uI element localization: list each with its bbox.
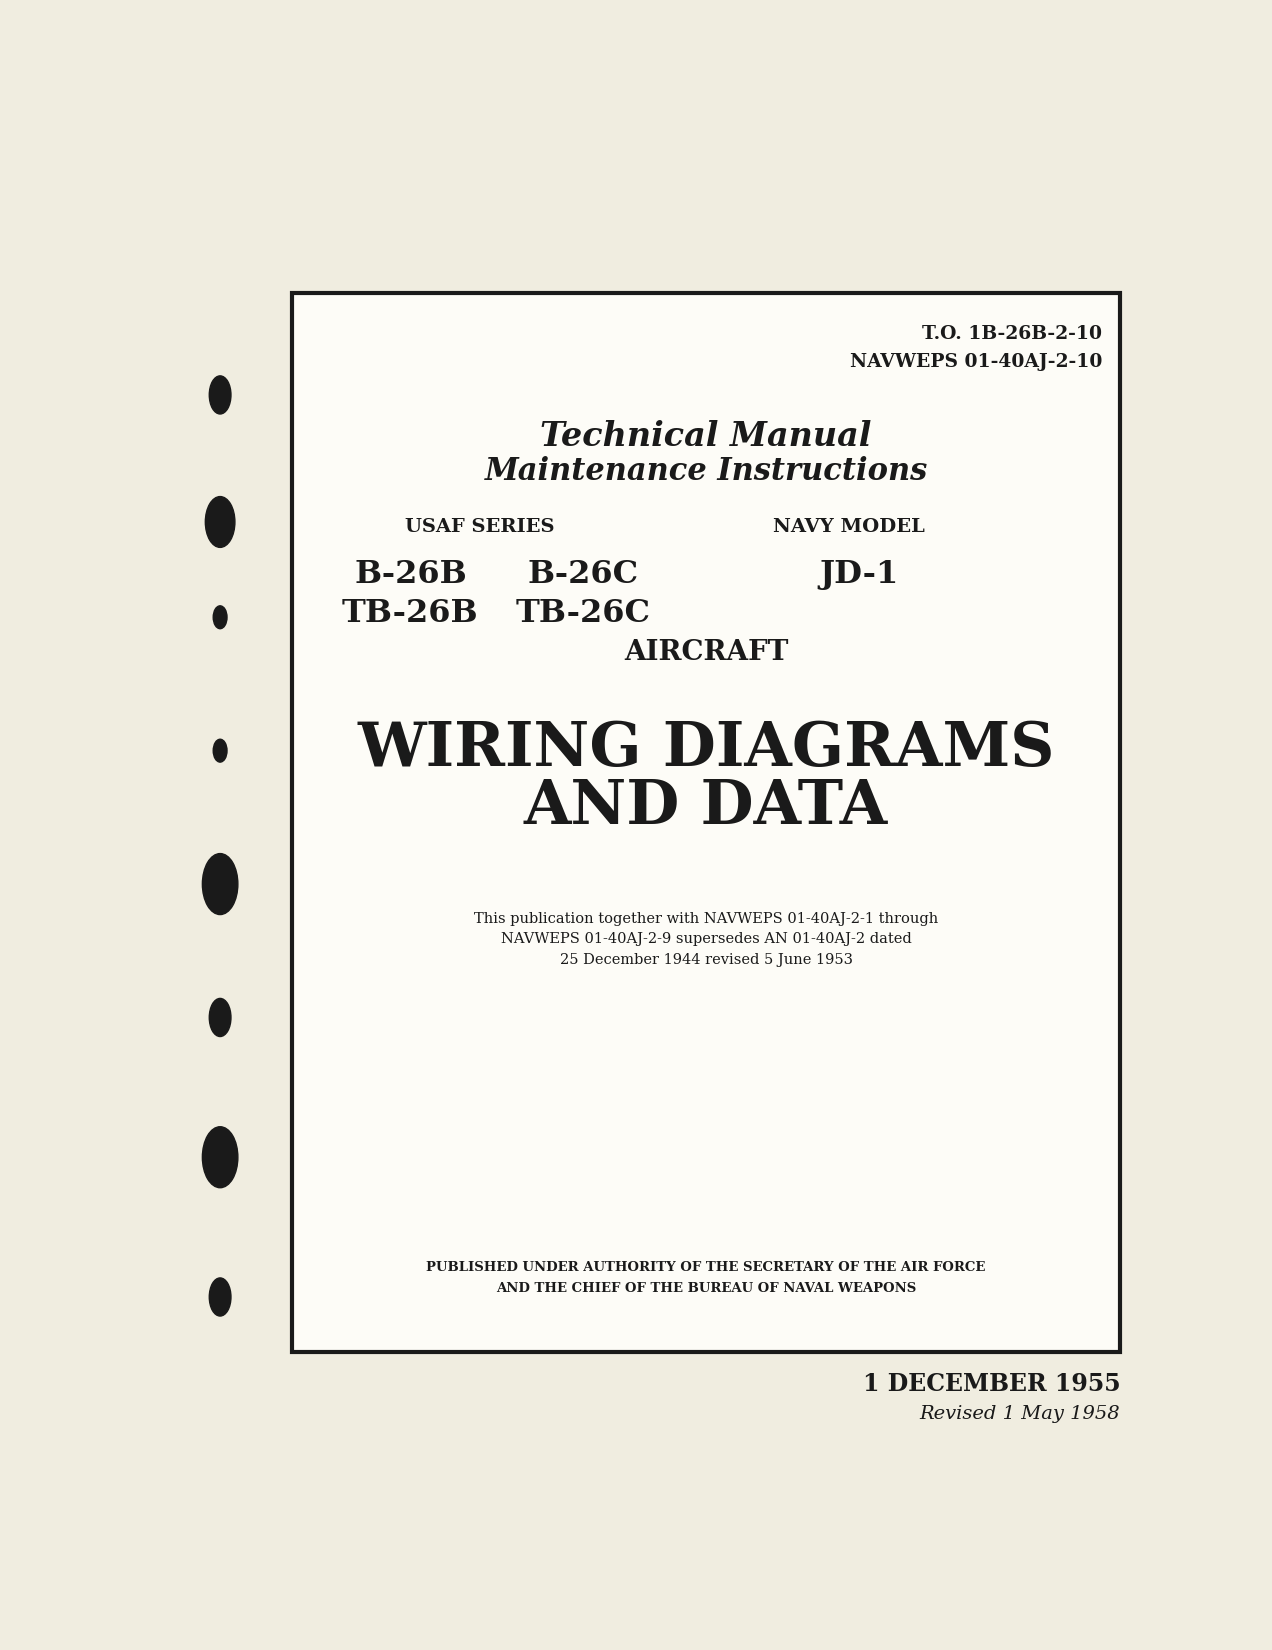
FancyBboxPatch shape <box>293 294 1121 1351</box>
Text: B-26C: B-26C <box>528 559 639 589</box>
Text: Technical Manual: Technical Manual <box>541 421 871 454</box>
Text: NAVY MODEL: NAVY MODEL <box>773 518 925 536</box>
Text: USAF SERIES: USAF SERIES <box>404 518 555 536</box>
Ellipse shape <box>214 739 226 762</box>
Text: AND THE CHIEF OF THE BUREAU OF NAVAL WEAPONS: AND THE CHIEF OF THE BUREAU OF NAVAL WEA… <box>496 1282 916 1295</box>
Text: JD-1: JD-1 <box>819 559 898 589</box>
Ellipse shape <box>214 606 226 629</box>
Ellipse shape <box>210 1277 232 1317</box>
Text: TB-26B: TB-26B <box>342 599 478 629</box>
Text: AND DATA: AND DATA <box>524 777 888 837</box>
Text: PUBLISHED UNDER AUTHORITY OF THE SECRETARY OF THE AIR FORCE: PUBLISHED UNDER AUTHORITY OF THE SECRETA… <box>426 1261 986 1274</box>
Text: Maintenance Instructions: Maintenance Instructions <box>485 455 927 487</box>
Text: WIRING DIAGRAMS: WIRING DIAGRAMS <box>357 719 1054 779</box>
Text: T.O. 1B-26B-2-10: T.O. 1B-26B-2-10 <box>922 325 1103 343</box>
Ellipse shape <box>202 853 238 914</box>
Ellipse shape <box>202 1127 238 1188</box>
Ellipse shape <box>205 497 235 548</box>
Text: AIRCRAFT: AIRCRAFT <box>625 639 789 667</box>
Ellipse shape <box>210 376 232 414</box>
Ellipse shape <box>210 998 232 1036</box>
Text: 25 December 1944 revised 5 June 1953: 25 December 1944 revised 5 June 1953 <box>560 952 852 967</box>
Text: NAVWEPS 01-40AJ-2-9 supersedes AN 01-40AJ-2 dated: NAVWEPS 01-40AJ-2-9 supersedes AN 01-40A… <box>501 932 912 947</box>
Text: Revised 1 May 1958: Revised 1 May 1958 <box>920 1406 1121 1422</box>
Text: This publication together with NAVWEPS 01-40AJ-2-1 through: This publication together with NAVWEPS 0… <box>474 912 939 926</box>
Text: 1 DECEMBER 1955: 1 DECEMBER 1955 <box>862 1371 1121 1396</box>
Text: B-26B: B-26B <box>354 559 467 589</box>
Text: TB-26C: TB-26C <box>515 599 650 629</box>
Text: NAVWEPS 01-40AJ-2-10: NAVWEPS 01-40AJ-2-10 <box>850 353 1103 371</box>
